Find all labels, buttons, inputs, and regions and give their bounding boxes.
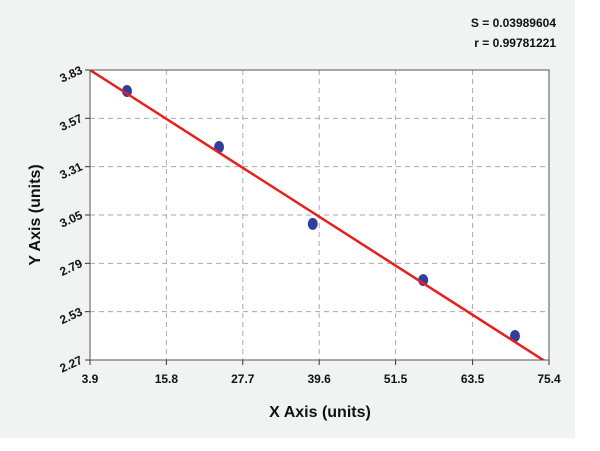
plot-area [89, 69, 550, 361]
x-tick-label: 3.9 [82, 372, 99, 386]
data-point [307, 217, 318, 230]
x-axis-title: X Axis (units) [269, 404, 371, 421]
y-axis-title: Y Axis (units) [27, 164, 44, 265]
x-tick-label: 51.5 [384, 372, 408, 386]
x-tick-label: 27.7 [231, 372, 255, 386]
x-tick-label: 63.5 [461, 372, 485, 386]
annotation: r = 0.99781221 [474, 36, 556, 50]
fit-line [90, 70, 546, 360]
x-tick-label: 75.4 [537, 372, 561, 386]
annotation: S = 0.03989604 [471, 16, 556, 30]
x-tick-label: 39.6 [307, 372, 331, 386]
marks [90, 70, 546, 360]
x-tick-label: 15.8 [155, 372, 179, 386]
